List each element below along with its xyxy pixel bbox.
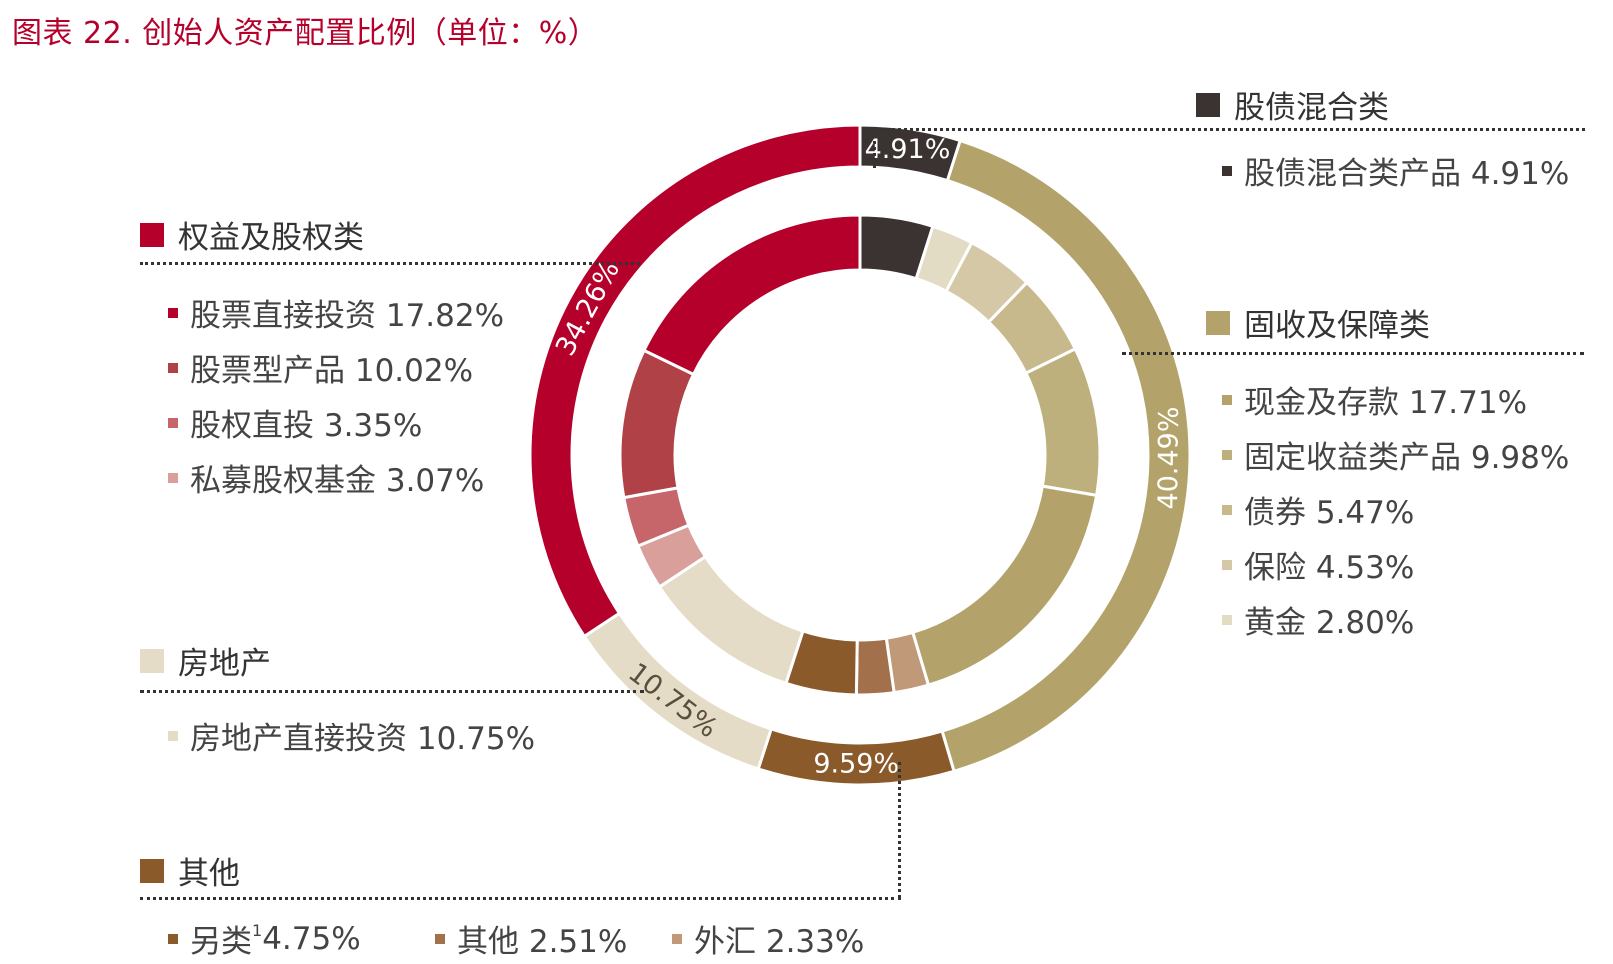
legend-dot	[672, 933, 682, 944]
mixed-connector-line	[873, 128, 1585, 131]
legend-item-label: 债券 5.47%	[1244, 495, 1415, 531]
legend-item-label: 股债混合类产品 4.91%	[1244, 156, 1570, 192]
inner-ring-slice-13	[642, 213, 862, 377]
legend-dot	[168, 417, 178, 428]
legend-dot	[168, 472, 178, 483]
legend-item-mixed-product: 股债混合类产品 4.91%	[1222, 148, 1569, 193]
legend-item-fx: 外汇 2.33%	[672, 916, 864, 961]
outer-ring-data-label: 4.91%	[865, 134, 951, 165]
inner-ring-slice-9	[657, 554, 805, 686]
legend-group-other: 其他	[140, 848, 240, 893]
legend-item-stock-direct: 股票直接投资 17.82%	[168, 290, 504, 335]
legend-group-mixed: 股债混合类	[1196, 82, 1389, 127]
chart-title: 图表 22. 创始人资产配置比例（单位：%）	[12, 16, 599, 51]
legend-dot	[1222, 394, 1232, 405]
legend-item-label: 现金及存款 17.71%	[1244, 385, 1528, 421]
outer-ring	[528, 123, 1192, 787]
legend-group-equity: 权益及股权类	[140, 212, 364, 257]
legend-group-label: 股债混合类	[1234, 90, 1389, 126]
legend-item-label: 其他 2.51%	[457, 924, 628, 960]
legend-item-pe-fund: 私募股权基金 3.07%	[168, 455, 484, 500]
legend-item-label: 另类	[190, 924, 252, 960]
legend-item-equity-direct: 股权直投 3.35%	[168, 400, 422, 445]
legend-swatch-mixed	[1196, 92, 1220, 117]
legend-dot	[1222, 504, 1232, 515]
legend-group-label: 固收及保障类	[1244, 308, 1430, 344]
mixed-connector-drop	[873, 128, 876, 168]
legend-swatch-other	[140, 858, 164, 883]
legend-item-alternative: 另类 1 4.75%	[168, 916, 361, 961]
legend-dot	[168, 362, 178, 373]
legend-dot	[168, 730, 178, 741]
outer-ring-slice-4	[528, 123, 862, 639]
realestate-connector-line	[140, 690, 644, 693]
inner-ring-slice-4	[1023, 346, 1102, 498]
equity-connector-line	[140, 262, 640, 265]
legend-item-label: 外汇 2.33%	[694, 924, 865, 960]
legend-swatch-equity	[140, 222, 164, 247]
legend-dot	[435, 933, 445, 944]
legend-item-label: 股票直接投资 17.82%	[190, 298, 505, 334]
legend-swatch-fixed	[1206, 310, 1230, 335]
outer-ring-data-label: 40.49%	[1153, 406, 1185, 509]
legend-item-label: 保险 4.53%	[1244, 550, 1415, 586]
inner-ring	[618, 213, 1102, 697]
legend-item-label: 黄金 2.80%	[1244, 605, 1415, 641]
legend-group-label: 其他	[178, 856, 240, 892]
legend-group-realestate: 房地产	[140, 638, 271, 683]
legend-item-label: 房地产直接投资 10.75%	[190, 721, 536, 757]
legend-item-other: 其他 2.51%	[435, 916, 627, 961]
legend-swatch-realestate	[140, 648, 164, 673]
legend-group-fixed: 固收及保障类	[1206, 300, 1430, 345]
footnote-marker: 1	[252, 921, 263, 940]
legend-dot	[1222, 559, 1232, 570]
legend-item-fixed-income: 固定收益类产品 9.98%	[1222, 432, 1569, 477]
legend-group-label: 房地产	[178, 646, 271, 682]
fixed-connector-line	[1122, 352, 1584, 355]
legend-dot	[1222, 614, 1232, 625]
inner-ring-slice-7	[854, 636, 896, 697]
legend-item-label: 股票型产品 10.02%	[190, 353, 474, 389]
legend-item-stock-fund: 股票型产品 10.02%	[168, 345, 473, 390]
outer-ring-data-label: 9.59%	[813, 748, 899, 779]
legend-dot	[1222, 449, 1232, 460]
other-connector-line	[140, 897, 901, 900]
legend-item-bonds: 债券 5.47%	[1222, 487, 1414, 532]
legend-item-value: 4.75%	[262, 920, 361, 957]
legend-item-label: 私募股权基金 3.07%	[190, 463, 485, 499]
legend-item-insurance: 保险 4.53%	[1222, 542, 1414, 587]
legend-item-cash: 现金及存款 17.71%	[1222, 377, 1527, 422]
legend-dot	[168, 307, 178, 318]
legend-item-gold: 黄金 2.80%	[1222, 597, 1414, 642]
legend-item-label: 股权直投 3.35%	[190, 408, 423, 444]
legend-item-realestate-direct: 房地产直接投资 10.75%	[168, 713, 535, 758]
legend-dot	[1222, 165, 1232, 176]
legend-item-label: 固定收益类产品 9.98%	[1244, 440, 1570, 476]
other-connector-drop	[898, 762, 901, 898]
legend-group-label: 权益及股权类	[178, 220, 364, 256]
legend-dot	[168, 933, 178, 944]
inner-ring-slice-12	[618, 348, 696, 500]
